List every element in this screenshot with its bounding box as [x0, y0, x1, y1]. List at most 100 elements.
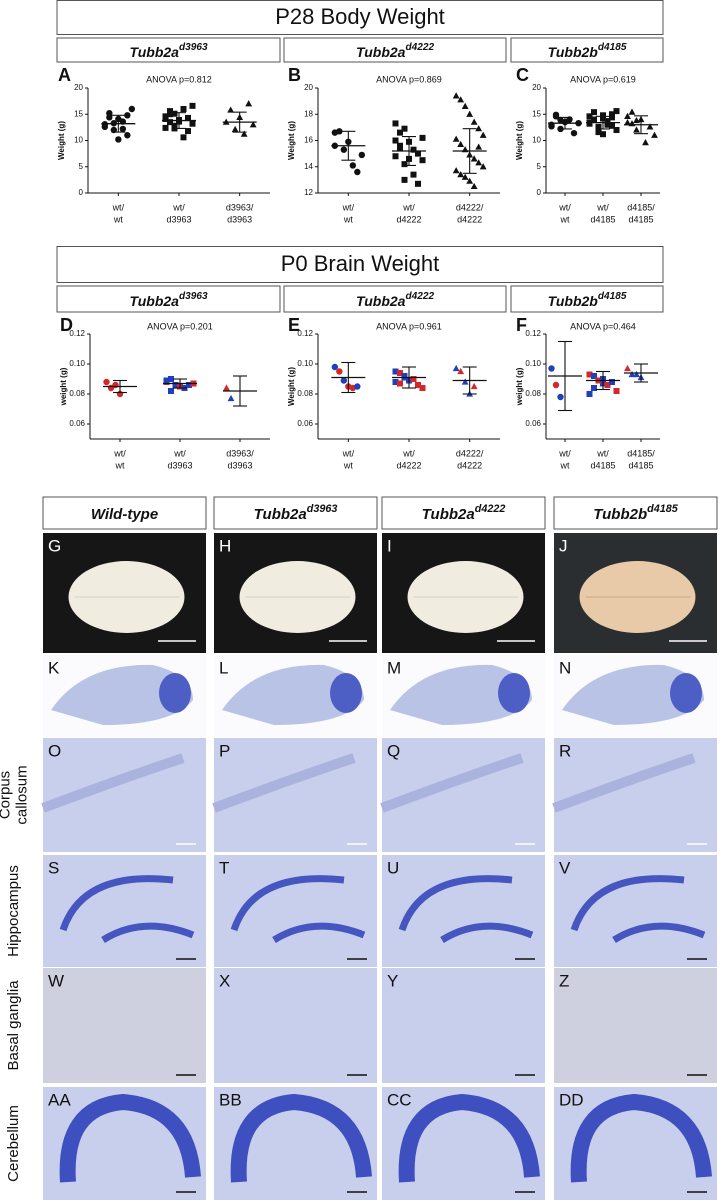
x-tick-label: wt: [115, 460, 125, 470]
data-point: [392, 368, 399, 375]
data-point: [354, 168, 361, 176]
data-point: [189, 120, 196, 127]
y-tick-label: 20: [532, 83, 541, 92]
column-header-box: [213, 496, 378, 530]
panel-letter: Z: [559, 971, 569, 990]
photo-bg: [382, 855, 545, 967]
x-tick-label: d4222: [396, 214, 421, 224]
data-point: [162, 124, 169, 131]
data-point: [624, 364, 631, 372]
genotype-box: [510, 285, 664, 313]
y-tick-label: 10: [532, 136, 541, 145]
x-tick-label: wt/: [596, 448, 609, 458]
panel-letter: D: [60, 315, 73, 335]
photo-bg: [554, 968, 717, 1083]
image-panel: K: [43, 655, 206, 737]
image-panel: O: [41, 738, 206, 852]
data-point: [167, 119, 173, 126]
x-tick-label: wt/: [596, 202, 609, 212]
allele: d3963: [179, 42, 208, 53]
data-point: [624, 112, 631, 119]
panel-letter: L: [219, 658, 228, 677]
panel-letter: X: [219, 971, 230, 990]
data-point: [419, 385, 426, 391]
data-point: [397, 370, 403, 376]
image-panel: DD: [554, 1087, 717, 1200]
data-point: [595, 123, 602, 130]
data-point: [106, 114, 113, 121]
data-point: [624, 119, 631, 126]
image-panel: Q: [380, 738, 545, 852]
data-point: [401, 176, 408, 183]
image-panel: AA: [43, 1087, 206, 1200]
panel-letter: W: [48, 971, 64, 990]
gene-name: Tubb2b: [548, 44, 599, 60]
gene-name: Tubb2b: [593, 506, 647, 523]
x-tick-label: wt: [560, 214, 570, 224]
data-point: [172, 382, 179, 388]
cerebellum-folia: [59, 1093, 201, 1183]
chart-title: ANOVA p=0.619: [570, 74, 636, 84]
data-point: [340, 146, 348, 153]
x-tick-label: d3963: [166, 214, 191, 224]
genotype-label: Tubb2bd4185: [593, 503, 678, 523]
gene-name: Tubb2a: [254, 506, 307, 523]
data-point: [231, 125, 239, 133]
x-tick-label: wt/: [402, 448, 415, 458]
data-point: [227, 394, 235, 402]
y-tick-label: 0.12: [525, 329, 541, 338]
allele: d4222: [405, 42, 434, 53]
panel-letter: J: [559, 536, 568, 555]
x-tick-label: wt/: [342, 202, 355, 212]
data-point: [240, 130, 248, 137]
hippocampus: [570, 875, 706, 944]
y-tick-label: 0.12: [69, 329, 85, 338]
chart-title: ANOVA p=0.869: [376, 74, 442, 84]
data-point: [475, 125, 483, 132]
image-panel: S: [43, 855, 206, 967]
genotype-label: Tubb2ad4222: [356, 42, 435, 60]
image-panel: M: [382, 655, 545, 737]
image-panel: R: [552, 738, 717, 852]
panel-letter: O: [48, 741, 61, 760]
panel-letter: G: [48, 536, 61, 555]
panel-letter: V: [559, 858, 571, 877]
data-point: [185, 114, 191, 121]
data-point: [613, 108, 620, 115]
genotype-box: [283, 285, 507, 313]
genotype-label: Tubb2ad4222: [422, 503, 506, 523]
gene-name: Tubb2a: [356, 293, 406, 309]
y-tick-label: 0.08: [297, 389, 313, 398]
data-point: [609, 111, 615, 118]
genotype-label: Wild-type: [91, 506, 158, 523]
data-point: [609, 379, 615, 385]
data-point: [358, 151, 366, 159]
y-tick-label: 10: [74, 136, 83, 145]
genotype-box: [510, 37, 664, 63]
data-point: [452, 92, 460, 99]
data-point: [397, 380, 403, 387]
row-label: Corpus: [0, 771, 13, 819]
x-tick-label: d4222: [396, 460, 421, 470]
x-tick-label: d4222/: [456, 448, 484, 458]
chart-title: ANOVA p=0.812: [146, 74, 212, 84]
data-point: [168, 388, 174, 394]
section: [390, 664, 532, 725]
x-tick-label: wt/: [558, 202, 571, 212]
data-point: [112, 381, 119, 389]
data-point: [651, 131, 658, 138]
x-tick-label: d3963: [167, 460, 192, 470]
data-point: [163, 377, 170, 384]
data-point: [336, 368, 343, 375]
data-point: [185, 128, 191, 135]
data-point: [461, 102, 469, 109]
y-axis-label: weight (g): [59, 367, 68, 406]
photo-bg: [214, 855, 377, 967]
genotype-label: Tubb2bd4185: [548, 42, 627, 60]
data-point: [180, 106, 187, 112]
cerebellum-folia: [570, 1093, 712, 1183]
image-panel: X: [214, 968, 377, 1083]
data-point: [452, 167, 460, 174]
data-point: [600, 112, 606, 119]
data-point: [586, 391, 593, 397]
